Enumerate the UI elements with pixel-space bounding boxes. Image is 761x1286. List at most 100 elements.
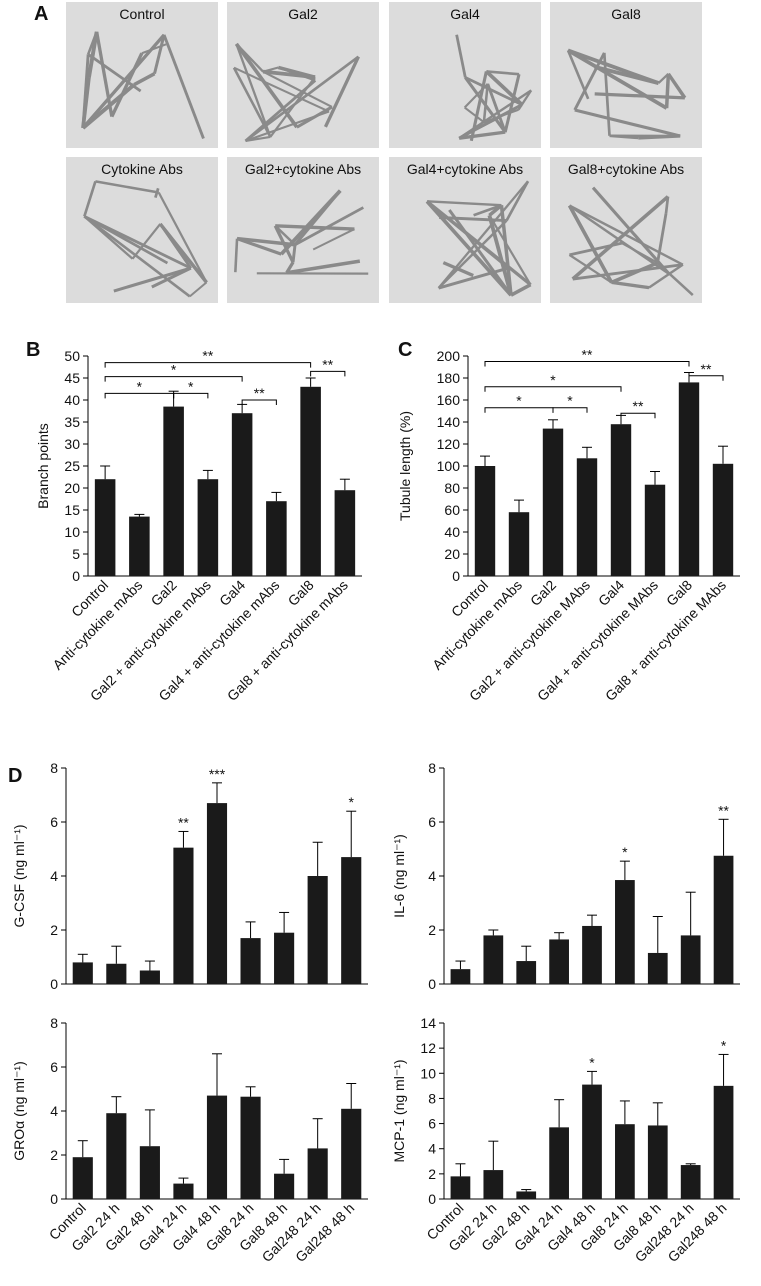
y-tick-label: 0 [428,1191,436,1207]
significance: ** [701,361,712,377]
error-bar [279,912,289,932]
error-bar [313,1119,323,1149]
significance: ** [718,802,729,818]
y-axis-label: MCP-1 (ng ml⁻¹) [391,1059,407,1162]
bar [207,1096,227,1199]
error-bar [203,470,213,479]
bar [451,1176,471,1199]
bar [266,501,287,576]
error-bar [548,420,558,429]
error-bar [78,954,88,962]
significance: * [622,844,628,860]
bar [140,1146,160,1199]
bar [232,413,253,576]
bar [308,1148,328,1199]
y-tick-label: 4 [50,1103,58,1119]
y-tick-label: 10 [64,524,80,540]
micrograph-caption: Gal2+cytokine Abs [245,161,361,177]
y-tick-label: 45 [64,370,80,386]
bar [140,971,160,985]
panel-label: B [26,339,40,361]
y-tick-label: 0 [50,976,58,992]
bar [240,1097,260,1199]
error-bar [620,861,630,880]
error-bar [178,831,188,847]
significance: * [137,378,143,394]
significance: * [550,372,556,388]
y-tick-label: 8 [50,1015,58,1031]
tubule [235,239,237,273]
y-tick-label: 12 [420,1040,436,1056]
bar [73,962,93,984]
y-tick-label: 100 [437,458,461,474]
error-bar [246,922,256,938]
error-bar [346,1084,356,1109]
error-bar [313,842,323,876]
bar [714,856,734,984]
y-tick-label: 2 [50,922,58,938]
bar [451,969,471,984]
significance: ** [254,385,265,401]
significance: ** [633,398,644,414]
error-bar [212,783,222,803]
y-tick-label: 40 [64,392,80,408]
error-bar [271,492,281,501]
bar [577,458,597,576]
micrograph-caption: Gal4 [450,6,480,22]
error-bar [237,404,247,413]
tubule [638,136,680,138]
error-bar [455,1164,465,1177]
error-bar [650,472,660,485]
bar [615,880,635,984]
error-bar [246,1087,256,1097]
y-tick-label: 60 [444,502,460,518]
micrograph-caption: Gal2 [288,6,318,22]
bar [341,857,361,984]
error-bar [100,466,110,479]
error-bar [134,514,144,516]
y-axis-label: G-CSF (ng ml⁻¹) [11,824,27,927]
error-bar [653,917,663,953]
error-bar [145,1110,155,1146]
micrograph-caption: Gal8 [611,6,641,22]
error-bar [521,1190,531,1192]
bar [274,933,294,984]
y-tick-label: 6 [428,814,436,830]
y-tick-label: 10 [420,1065,436,1081]
bar [95,479,116,576]
bar [516,1191,536,1199]
y-tick-label: 40 [444,524,460,540]
bar [713,464,733,576]
error-bar [514,500,524,512]
y-tick-label: 80 [444,480,460,496]
y-tick-label: 6 [50,1059,58,1075]
bar [549,939,569,984]
error-bar [111,946,121,964]
bar [483,935,503,984]
significance: * [171,362,177,378]
error-bar [212,1054,222,1096]
panel-label: A [34,3,48,25]
bar [681,1165,701,1199]
y-tick-label: 15 [64,502,80,518]
y-tick-label: 25 [64,458,80,474]
y-tick-label: 8 [428,1090,436,1106]
error-bar [719,819,729,855]
significance: *** [209,766,226,782]
error-bar [587,915,597,926]
bar [198,479,219,576]
error-bar [653,1103,663,1126]
micrograph-caption: Gal8+cytokine Abs [568,161,684,177]
y-tick-label: 4 [428,1141,436,1157]
bar [582,926,602,984]
bar [341,1109,361,1199]
significance: * [589,1054,595,1070]
y-tick-label: 5 [72,546,80,562]
bar [106,964,126,984]
y-tick-label: 8 [50,760,58,776]
bar [173,848,193,984]
y-tick-label: 2 [428,1166,436,1182]
y-axis-label: GROα (ng ml⁻¹) [11,1061,27,1160]
error-bar [145,961,155,970]
error-bar [488,1141,498,1170]
